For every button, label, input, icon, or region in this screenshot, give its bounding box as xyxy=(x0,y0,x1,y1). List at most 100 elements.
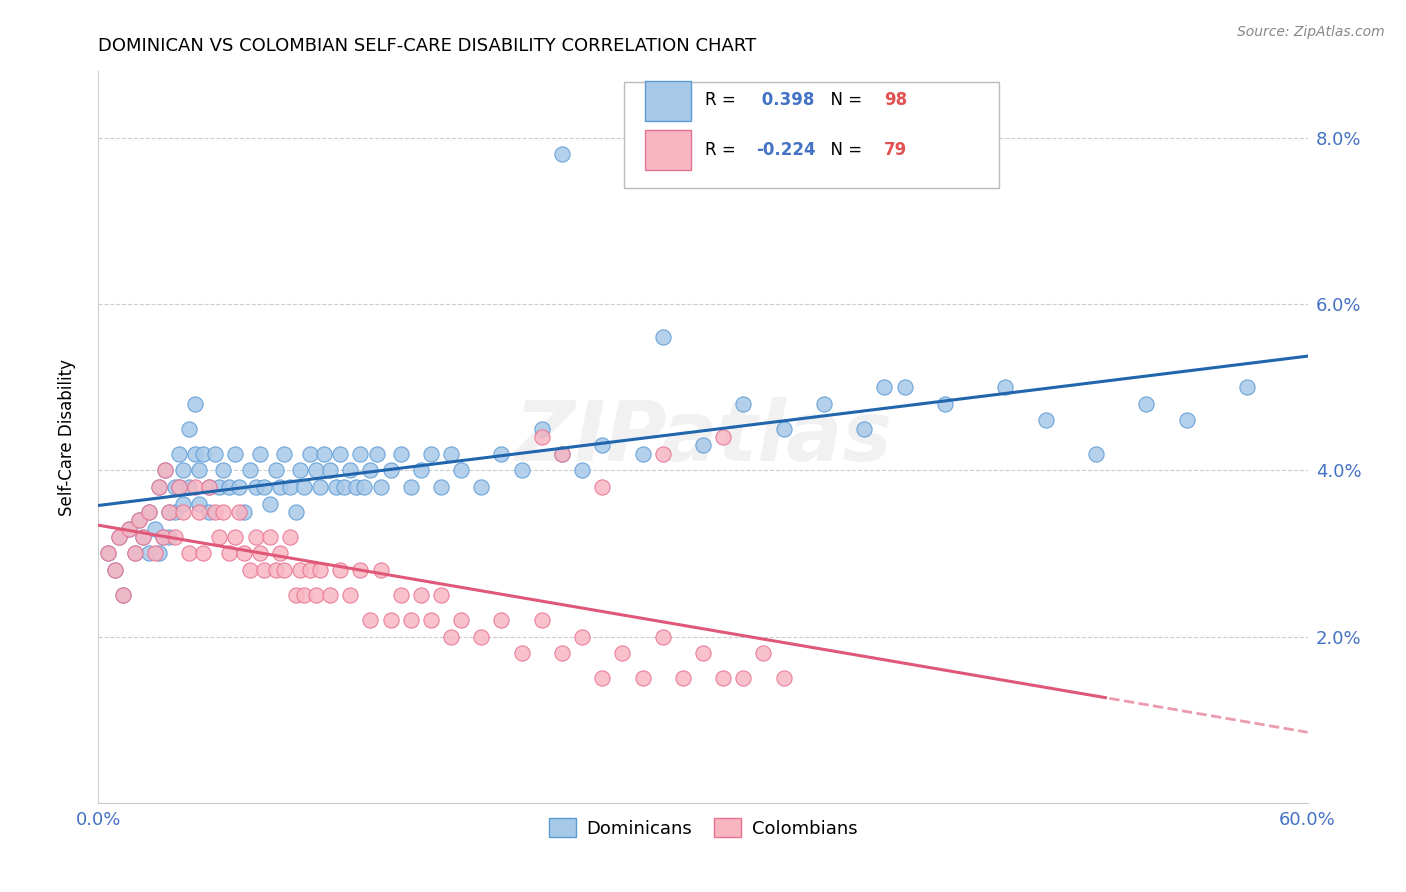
Point xyxy=(128,513,150,527)
Point xyxy=(269,480,291,494)
Point xyxy=(208,530,231,544)
Point xyxy=(188,463,211,477)
Point xyxy=(184,447,207,461)
Point xyxy=(148,480,170,494)
Point xyxy=(204,505,226,519)
Point xyxy=(299,447,322,461)
Point xyxy=(124,546,146,560)
Point xyxy=(319,588,342,602)
Point xyxy=(143,546,166,560)
Point xyxy=(853,422,876,436)
Point xyxy=(152,530,174,544)
Point xyxy=(111,588,134,602)
Point xyxy=(319,463,342,477)
Point xyxy=(470,480,492,494)
Point xyxy=(591,671,613,685)
Point xyxy=(107,530,129,544)
Point xyxy=(360,463,382,477)
Point xyxy=(132,530,155,544)
Point xyxy=(138,505,160,519)
Point xyxy=(530,613,553,627)
Point xyxy=(193,546,215,560)
Point xyxy=(430,588,453,602)
Point xyxy=(97,546,120,560)
Point xyxy=(253,563,276,577)
Point xyxy=(208,480,231,494)
Point xyxy=(510,646,533,660)
Point xyxy=(167,480,190,494)
FancyBboxPatch shape xyxy=(645,80,690,121)
Point xyxy=(188,497,211,511)
Point xyxy=(245,530,267,544)
Point xyxy=(288,563,311,577)
Point xyxy=(157,505,180,519)
Point xyxy=(259,497,281,511)
Point xyxy=(218,480,240,494)
Point xyxy=(309,563,332,577)
Point xyxy=(305,463,328,477)
Point xyxy=(631,447,654,461)
Point xyxy=(571,463,593,477)
Point xyxy=(253,480,276,494)
Text: 79: 79 xyxy=(884,141,908,159)
Point xyxy=(172,497,194,511)
Point xyxy=(530,422,553,436)
Point xyxy=(551,447,574,461)
Point xyxy=(1135,397,1157,411)
Point xyxy=(264,563,287,577)
Point xyxy=(692,646,714,660)
Point xyxy=(370,480,392,494)
Point xyxy=(339,588,361,602)
Point xyxy=(163,480,186,494)
Point xyxy=(157,530,180,544)
Point xyxy=(284,505,307,519)
Point xyxy=(269,546,291,560)
Point xyxy=(409,463,432,477)
Point xyxy=(239,463,262,477)
Point xyxy=(893,380,915,394)
Point xyxy=(128,513,150,527)
Point xyxy=(329,447,352,461)
Point xyxy=(118,521,141,535)
Legend: Dominicans, Colombians: Dominicans, Colombians xyxy=(541,811,865,845)
Text: N =: N = xyxy=(820,92,868,110)
Point xyxy=(430,480,453,494)
Point xyxy=(103,563,125,577)
Point xyxy=(672,671,695,685)
Text: 0.398: 0.398 xyxy=(756,92,814,110)
Point xyxy=(309,480,332,494)
Point xyxy=(228,505,250,519)
Point xyxy=(224,530,246,544)
Point xyxy=(172,505,194,519)
Point xyxy=(420,613,443,627)
Point xyxy=(284,588,307,602)
FancyBboxPatch shape xyxy=(645,130,690,170)
Point xyxy=(934,397,956,411)
Point xyxy=(172,463,194,477)
Point xyxy=(325,480,347,494)
Point xyxy=(711,671,734,685)
Point xyxy=(591,480,613,494)
Point xyxy=(420,447,443,461)
Point xyxy=(198,480,221,494)
Point xyxy=(273,447,295,461)
Point xyxy=(994,380,1017,394)
Point xyxy=(612,646,634,660)
Point xyxy=(399,613,422,627)
Point xyxy=(314,447,336,461)
Point xyxy=(813,397,835,411)
Point xyxy=(148,546,170,560)
Point xyxy=(450,613,472,627)
Y-axis label: Self-Care Disability: Self-Care Disability xyxy=(58,359,76,516)
Point xyxy=(167,480,190,494)
Point xyxy=(470,630,492,644)
Point xyxy=(389,447,412,461)
Point xyxy=(409,588,432,602)
Point xyxy=(111,588,134,602)
Point xyxy=(772,671,794,685)
Point xyxy=(179,480,201,494)
Text: -0.224: -0.224 xyxy=(756,141,815,159)
Point xyxy=(249,447,271,461)
Point xyxy=(651,447,673,461)
Point xyxy=(551,646,574,660)
